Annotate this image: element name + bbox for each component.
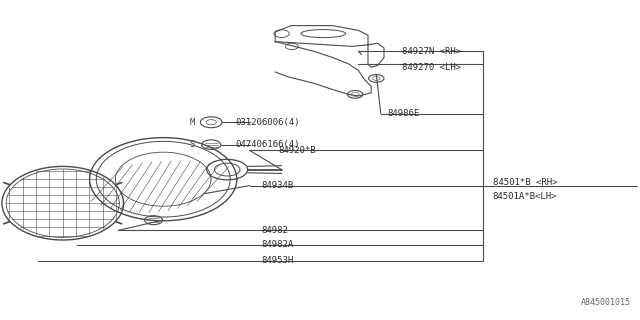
Text: 031206006(4): 031206006(4) bbox=[236, 118, 300, 127]
Text: 84953H: 84953H bbox=[261, 256, 293, 265]
Text: 84927N <RH>: 84927N <RH> bbox=[402, 47, 461, 56]
Text: 84920*B: 84920*B bbox=[278, 146, 316, 155]
Text: 84982A: 84982A bbox=[261, 240, 293, 249]
Text: A845001015: A845001015 bbox=[580, 298, 630, 307]
Text: M: M bbox=[190, 118, 195, 127]
Text: 84501A*B<LH>: 84501A*B<LH> bbox=[493, 192, 557, 201]
Text: 84986E: 84986E bbox=[387, 109, 419, 118]
Text: 84982: 84982 bbox=[261, 226, 288, 235]
Text: 047406166(4): 047406166(4) bbox=[236, 140, 300, 149]
Text: 849270 <LH>: 849270 <LH> bbox=[402, 63, 461, 72]
Text: S: S bbox=[190, 140, 195, 149]
Text: 84934B: 84934B bbox=[261, 181, 293, 190]
Text: 84501*B <RH>: 84501*B <RH> bbox=[493, 178, 557, 187]
